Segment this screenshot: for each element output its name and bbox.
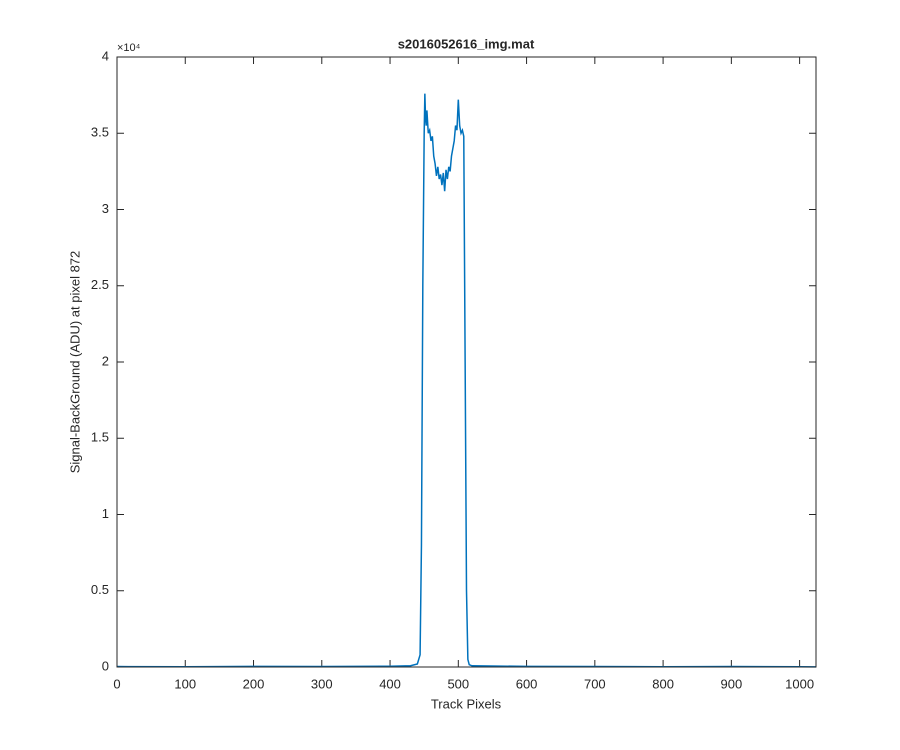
- y-tick-label: 0: [102, 658, 109, 673]
- y-tick-label: 4: [102, 48, 109, 63]
- data-line: [116, 93, 817, 668]
- y-tick-label: 1: [102, 506, 109, 521]
- y-exponent-label: ×10⁴: [117, 42, 141, 54]
- x-tick-label: 600: [516, 676, 538, 691]
- y-tick-label: 3.5: [91, 125, 109, 140]
- x-axis-label: Track Pixels: [431, 696, 502, 711]
- x-tick-label: 800: [652, 676, 674, 691]
- plot-frame: [116, 56, 817, 668]
- x-tick-label: 500: [447, 676, 469, 691]
- y-tick-label: 1.5: [91, 430, 109, 445]
- x-tick-label: 100: [174, 676, 196, 691]
- x-tick-label: 0: [113, 676, 120, 691]
- x-tick-label: 300: [311, 676, 333, 691]
- chart-title: s2016052616_img.mat: [398, 36, 535, 51]
- y-tick-label: 0.5: [91, 582, 109, 597]
- y-tick-label: 2: [102, 353, 109, 368]
- x-tick-label: 400: [379, 676, 401, 691]
- x-tick-label: 700: [584, 676, 606, 691]
- x-tick-label: 900: [721, 676, 743, 691]
- x-tick-label: 200: [243, 676, 265, 691]
- x-tick-label: 1000: [785, 676, 814, 691]
- y-axis-label: Signal-BackGround (ADU) at pixel 872: [67, 251, 82, 474]
- y-tick-label: 3: [102, 201, 109, 216]
- y-tick-label: 2.5: [91, 277, 109, 292]
